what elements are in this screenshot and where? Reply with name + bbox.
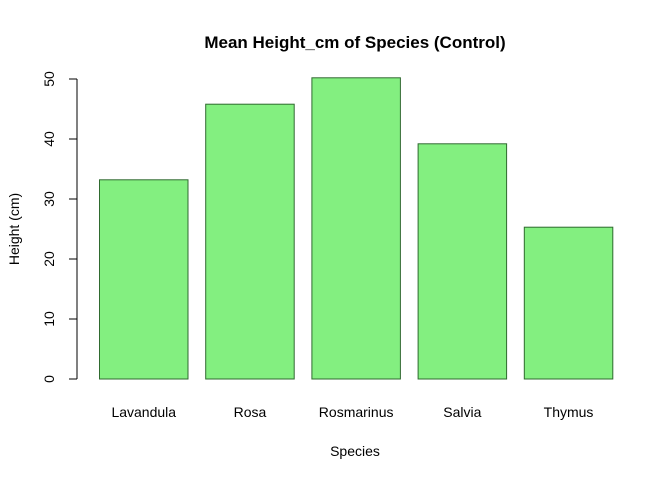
y-axis-label: Height (cm)	[6, 193, 22, 265]
bar-rosmarinus	[311, 77, 401, 380]
x-tick-label: Rosa	[234, 404, 267, 420]
x-tick-label: Thymus	[544, 404, 594, 420]
y-tick-label: 20	[41, 251, 57, 267]
y-tick-label: 40	[41, 131, 57, 147]
bar-salvia	[417, 143, 508, 380]
y-tick-label: 0	[41, 375, 57, 383]
y-tick-label: 30	[41, 191, 57, 207]
y-tick-label: 50	[41, 71, 57, 87]
bars-group	[99, 77, 614, 380]
x-tick-label: Rosmarinus	[319, 404, 394, 420]
y-tick-label: 10	[41, 311, 57, 327]
bar-thymus	[523, 226, 614, 380]
x-tick-label: Salvia	[443, 404, 481, 420]
chart-title: Mean Height_cm of Species (Control)	[204, 33, 505, 52]
x-tick-label: Lavandula	[111, 404, 176, 420]
x-axis-label: Species	[330, 443, 380, 459]
bar-rosa	[205, 103, 295, 380]
bar-lavandula	[99, 179, 189, 380]
category-labels-group: Lavandula Rosa Rosmarinus Salvia Thymus	[111, 404, 593, 420]
y-axis: 0 10 20 30 40 50	[41, 71, 78, 383]
